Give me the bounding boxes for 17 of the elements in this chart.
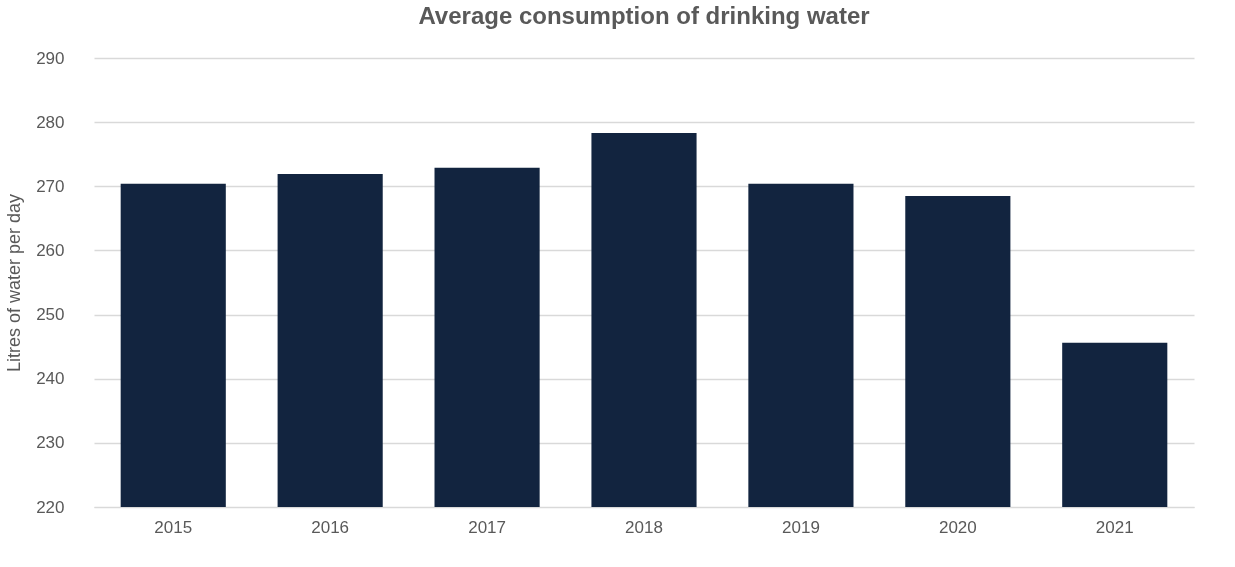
y-tick-label: 260 [36, 240, 65, 260]
x-tick-label: 2019 [782, 517, 820, 537]
y-tick-label: 240 [36, 369, 65, 389]
y-tick-label: 270 [36, 176, 65, 196]
chart-title: Average consumption of drinking water [418, 2, 870, 29]
x-tick-label: 2016 [311, 517, 350, 537]
x-tick-label: 2015 [154, 517, 193, 537]
y-tick-label: 290 [36, 48, 65, 68]
y-tick-label: 280 [36, 112, 65, 132]
y-axis-title: Litres of water per day [4, 193, 25, 373]
y-tick-label: 250 [36, 305, 65, 325]
x-tick-label: 2017 [468, 517, 506, 537]
x-tick-label: 2020 [938, 517, 977, 537]
y-tick-label: 220 [36, 497, 65, 517]
x-tick-label: 2018 [625, 517, 663, 537]
y-tick-label: 230 [36, 433, 65, 453]
x-tick-label: 2021 [1095, 517, 1134, 537]
